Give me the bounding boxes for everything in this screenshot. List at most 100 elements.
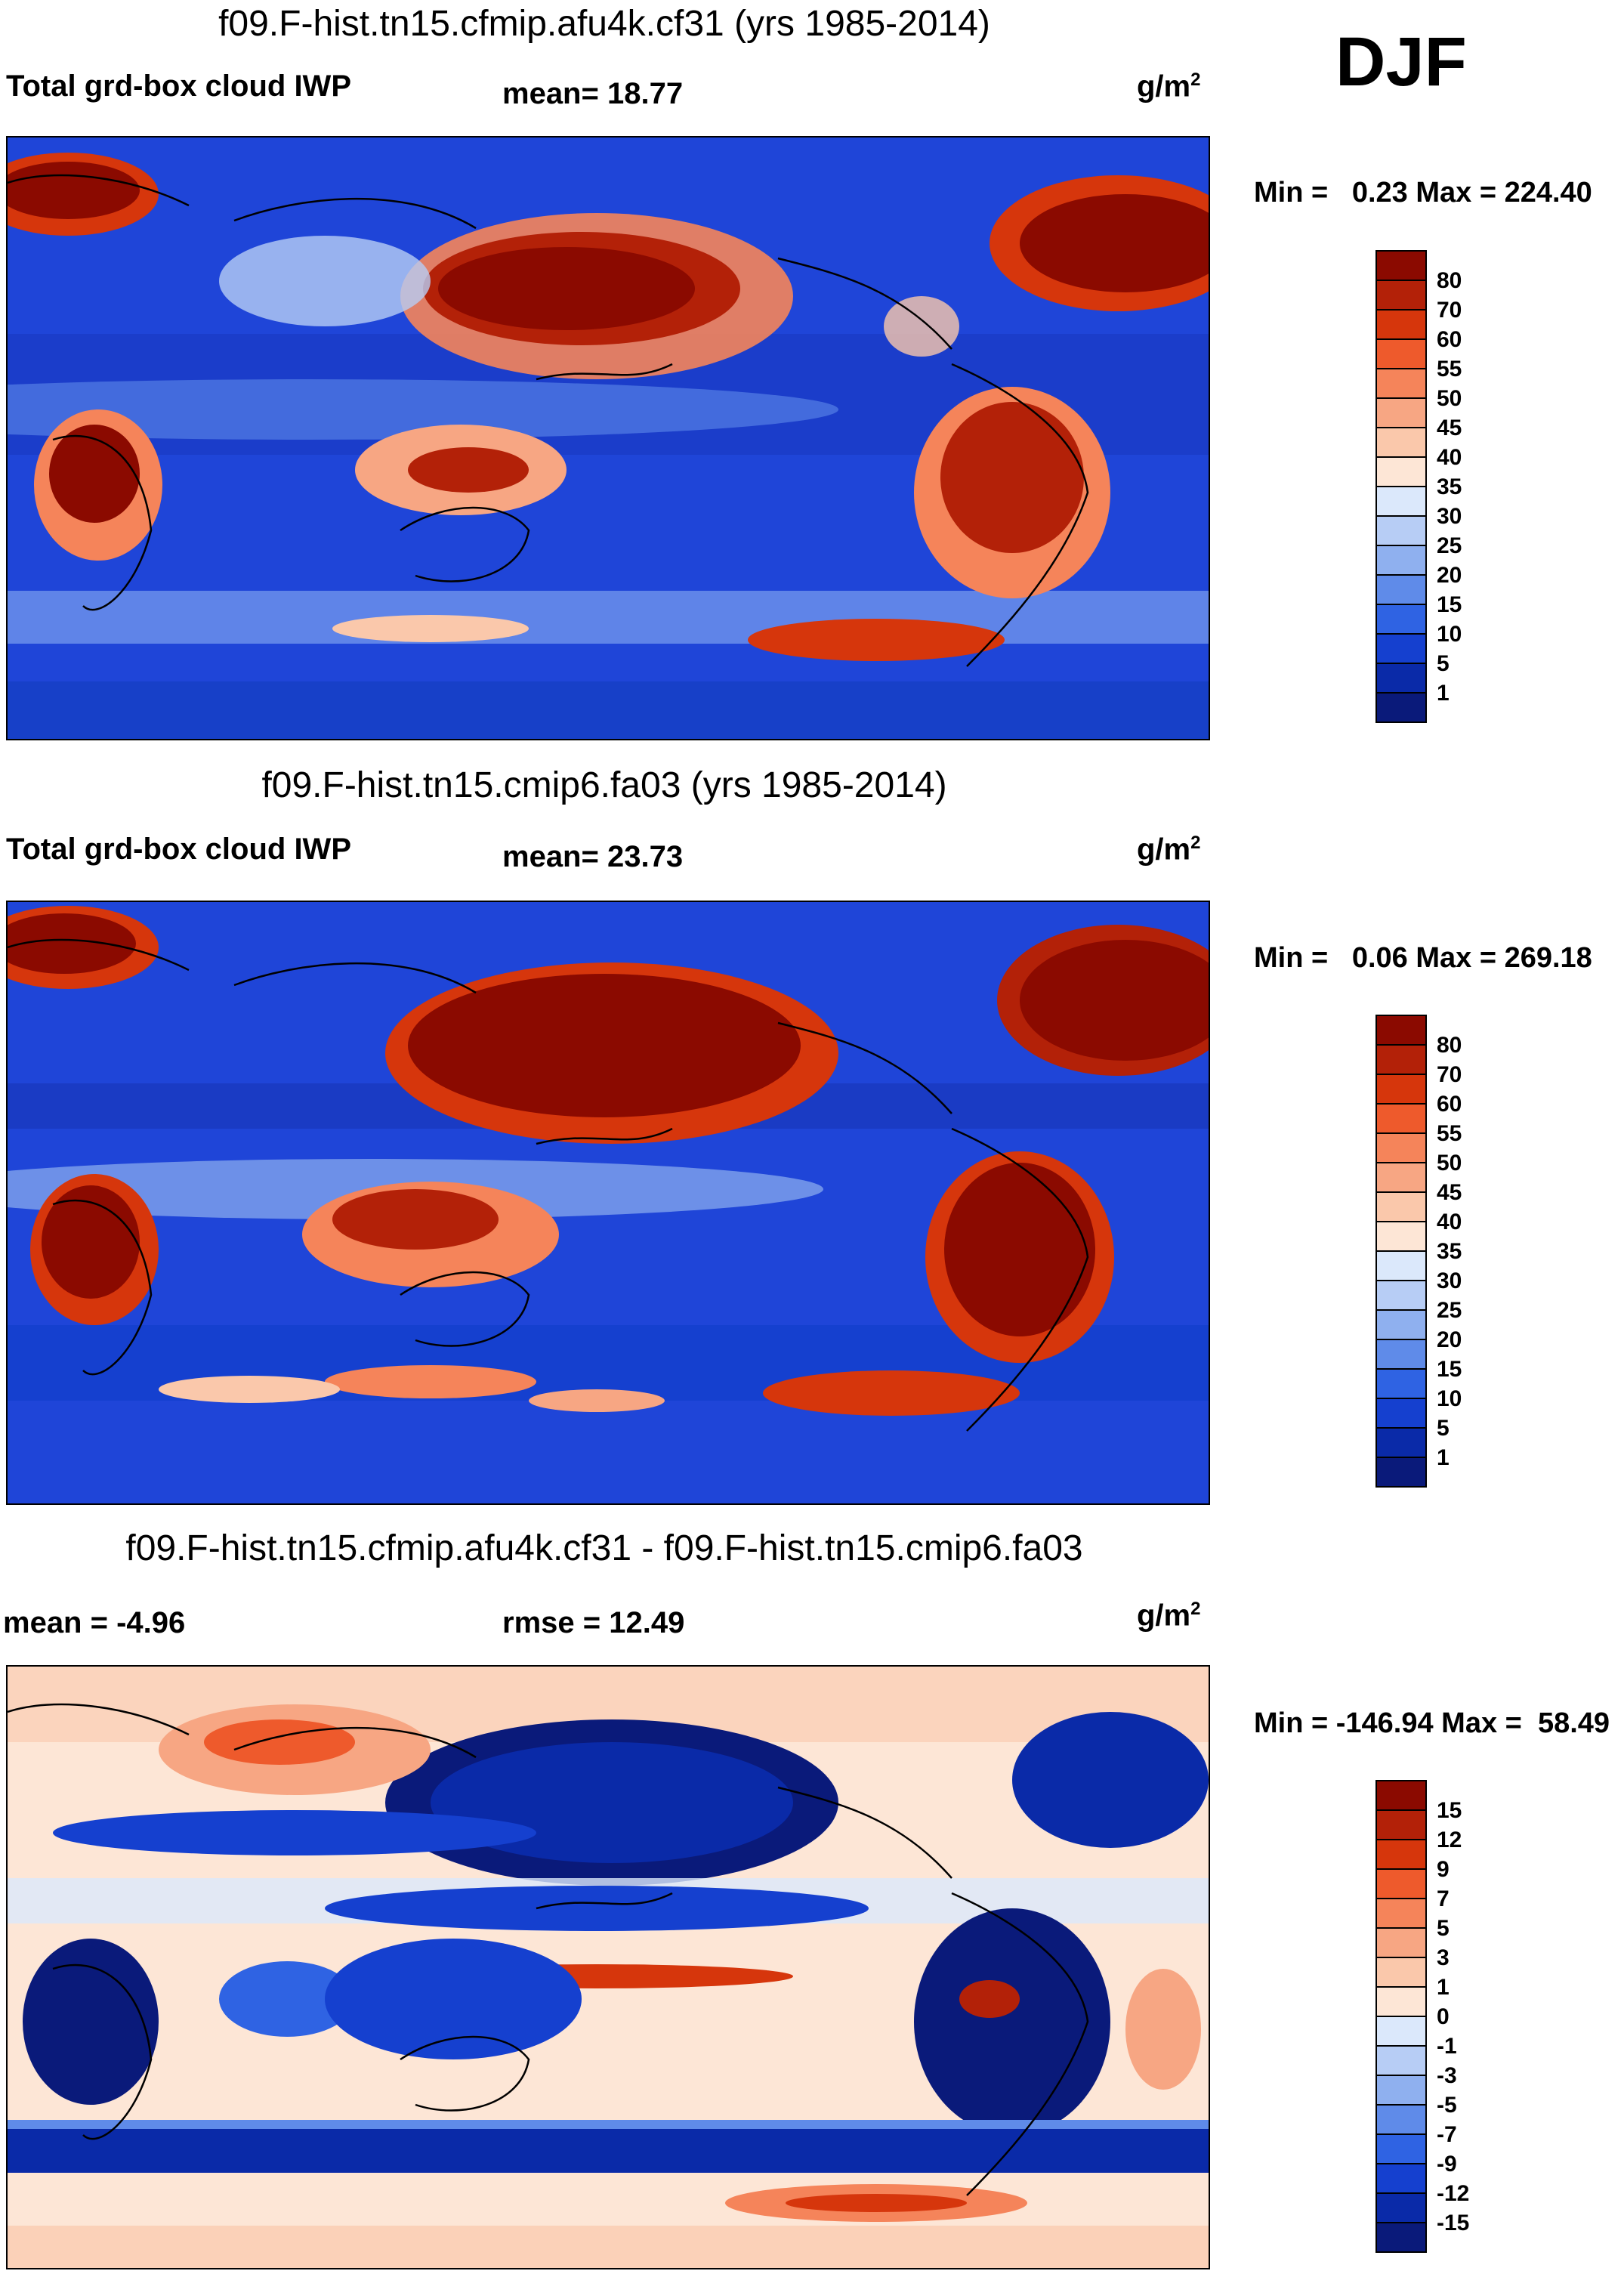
panel-3-colorbar-svg: 15 12 9 7 5 3 1 0 -1 -3 -5 -7 -9 -12 -15	[1375, 1780, 1469, 2253]
panel-2-colorbar: 80 70 60 55 50 45 40 35 30 25 20 15 10 5 1	[1375, 1014, 1526, 1501]
colorbar-swatch	[1375, 604, 1427, 635]
colorbar-swatch	[1375, 456, 1427, 487]
colorbar-tick-label: 1	[1437, 1445, 1450, 1470]
colorbar-tick-label: 15	[1437, 1357, 1462, 1382]
panel-1-colorbar-svg: 80 70 60 55 50 45 40 35 30 25 20 15 10 5 1	[1375, 250, 1462, 723]
colorbar-swatch	[1375, 1339, 1427, 1370]
colorbar-swatch	[1375, 545, 1427, 576]
colorbar-swatch	[1375, 2075, 1427, 2106]
colorbar-swatch	[1375, 486, 1427, 517]
panel-1-colorbar: 80 70 60 55 50 45 40 35 30 25 20 15 10 5 1	[1375, 249, 1526, 737]
colorbar-swatch	[1375, 1103, 1427, 1134]
colorbar-swatch	[1375, 2045, 1427, 2076]
colorbar-tick-label: 3	[1437, 1945, 1450, 1970]
panel-1-map	[6, 136, 1210, 740]
colorbar-tick-label: 45	[1437, 416, 1462, 440]
colorbar-swatch	[1375, 2104, 1427, 2135]
colorbar-tick-label: 35	[1437, 1239, 1462, 1264]
colorbar-swatch	[1375, 1368, 1427, 1399]
colorbar-swatch	[1375, 1868, 1427, 1899]
colorbar-swatch	[1375, 368, 1427, 399]
colorbar-tick-label: 15	[1437, 1798, 1462, 1823]
colorbar-swatch	[1375, 692, 1427, 723]
colorbar-tick-label: 5	[1437, 1916, 1450, 1941]
colorbar-swatch	[1375, 280, 1427, 311]
colorbar-tick-label: 12	[1437, 1828, 1462, 1852]
colorbar-swatch	[1375, 250, 1427, 281]
colorbar-swatch	[1375, 1250, 1427, 1281]
colorbar-swatch	[1375, 338, 1427, 369]
colorbar-tick-label: 15	[1437, 592, 1462, 617]
panel-2-mean-label: mean= 23.73	[502, 840, 684, 873]
colorbar-swatch	[1375, 1898, 1427, 1929]
colorbar-swatch	[1375, 309, 1427, 340]
colorbar-swatch	[1375, 1927, 1427, 1958]
colorbar-tick-label: 7	[1437, 1886, 1450, 1911]
colorbar-tick-label: 40	[1437, 1210, 1462, 1234]
colorbar-swatch	[1375, 1309, 1427, 1340]
colorbar-swatch	[1375, 1221, 1427, 1252]
panel-2-minmax: Min = 0.06 Max = 269.18	[1254, 942, 1592, 974]
colorbar-tick-label: -3	[1437, 2063, 1457, 2088]
colorbar-swatch	[1375, 1015, 1427, 1046]
colorbar-tick-label: 55	[1437, 1121, 1462, 1146]
panel-3-rmse-label: rmse = 12.49	[502, 1606, 685, 1639]
colorbar-tick-label: 40	[1437, 445, 1462, 470]
colorbar-tick-label: 25	[1437, 1298, 1462, 1323]
colorbar-tick-label: 45	[1437, 1180, 1462, 1205]
panel-3-units: g/m2	[1137, 1599, 1201, 1633]
season-label: DJF	[1335, 23, 1467, 100]
panel-1-minmax: Min = 0.23 Max = 224.40	[1254, 177, 1592, 209]
colorbar-swatch	[1375, 1398, 1427, 1429]
colorbar-tick-label: 20	[1437, 563, 1462, 588]
colorbar-tick-label: 20	[1437, 1327, 1462, 1352]
panel-3-title: f09.F-hist.tn15.cfmip.afu4k.cf31 - f09.F…	[125, 1528, 1083, 1568]
colorbar-swatch	[1375, 1427, 1427, 1458]
colorbar-swatch	[1375, 515, 1427, 546]
colorbar-swatch	[1375, 1074, 1427, 1105]
colorbar-swatch	[1375, 2163, 1427, 2194]
colorbar-tick-label: -12	[1437, 2181, 1469, 2206]
colorbar-tick-label: 30	[1437, 1268, 1462, 1293]
colorbar-tick-label: -5	[1437, 2093, 1457, 2118]
colorbar-tick-label: 80	[1437, 268, 1462, 293]
colorbar-swatch	[1375, 1809, 1427, 1840]
colorbar-tick-label: 70	[1437, 1062, 1462, 1087]
colorbar-tick-label: 35	[1437, 474, 1462, 499]
colorbar-tick-label: 60	[1437, 327, 1462, 352]
colorbar-tick-label: 80	[1437, 1033, 1462, 1058]
colorbar-tick-label: -1	[1437, 2034, 1457, 2059]
colorbar-tick-label: -7	[1437, 2122, 1457, 2147]
colorbar-tick-label: 60	[1437, 1092, 1462, 1117]
colorbar-swatch	[1375, 2192, 1427, 2223]
colorbar-tick-label: 55	[1437, 357, 1462, 382]
panel-1-title: f09.F-hist.tn15.cfmip.afu4k.cf31 (yrs 19…	[218, 4, 990, 44]
panel-3-colorbar: 15 12 9 7 5 3 1 0 -1 -3 -5 -7 -9 -12 -15	[1375, 1779, 1526, 2266]
colorbar-swatch	[1375, 1457, 1427, 1488]
colorbar-tick-label: 1	[1437, 1975, 1450, 2000]
colorbar-swatch	[1375, 663, 1427, 694]
panel-2-title: f09.F-hist.tn15.cmip6.fa03 (yrs 1985-201…	[261, 765, 947, 805]
colorbar-swatch	[1375, 1162, 1427, 1193]
colorbar-swatch	[1375, 427, 1427, 458]
colorbar-tick-label: 70	[1437, 298, 1462, 323]
colorbar-tick-label: 5	[1437, 1416, 1450, 1441]
colorbar-swatch	[1375, 2133, 1427, 2164]
panel-2-colorbar-svg: 80 70 60 55 50 45 40 35 30 25 20 15 10 5 1	[1375, 1015, 1462, 1488]
colorbar-swatch	[1375, 1280, 1427, 1311]
colorbar-swatch	[1375, 1839, 1427, 1870]
colorbar-tick-label: -15	[1437, 2211, 1469, 2235]
colorbar-tick-label: 1	[1437, 681, 1450, 706]
colorbar-tick-label: 50	[1437, 386, 1462, 411]
colorbar-tick-label: 5	[1437, 651, 1450, 676]
colorbar-tick-label: 9	[1437, 1857, 1450, 1882]
colorbar-swatch	[1375, 1132, 1427, 1163]
colorbar-swatch	[1375, 574, 1427, 605]
colorbar-swatch	[1375, 1044, 1427, 1075]
panel-3-mean-label: mean = -4.96	[3, 1606, 186, 1639]
panel-2-map	[6, 901, 1210, 1505]
colorbar-tick-label: 10	[1437, 622, 1462, 647]
panel-2-units: g/m2	[1137, 833, 1201, 867]
colorbar-swatch	[1375, 633, 1427, 664]
colorbar-swatch	[1375, 1191, 1427, 1222]
